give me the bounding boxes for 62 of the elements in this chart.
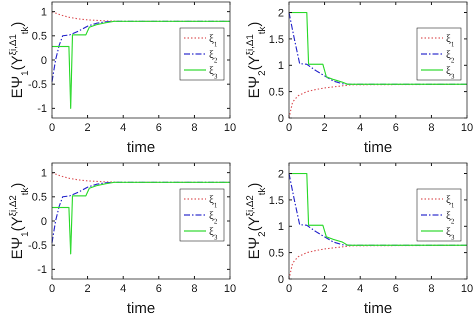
y-tick-label: -1 — [37, 264, 47, 276]
x-axis-title: time — [364, 139, 392, 156]
y-tick-label: 1.5 — [268, 194, 284, 207]
x-tick-label: 0 — [48, 122, 56, 134]
legend-label: ξ$_{2}$ — [209, 48, 218, 64]
legend-label: ξ$_{3}$ — [446, 226, 455, 242]
y-tick-label: 0 — [40, 54, 47, 67]
x-axis-title: time — [126, 300, 156, 317]
y-tick-label: 1 — [40, 168, 47, 180]
x-tick-label: 6 — [156, 283, 162, 295]
x-tick-label: 2 — [84, 283, 91, 295]
x-tick-label: 10 — [224, 122, 236, 134]
x-axis-title: time — [126, 139, 156, 156]
y-tick-label: 0.5 — [32, 30, 47, 43]
x-tick-label: 8 — [428, 283, 434, 295]
x-tick-label: 0 — [48, 283, 56, 295]
legend-label: ξ$_{1}$ — [446, 194, 455, 210]
legend-label: ξ$_{1}$ — [209, 32, 218, 48]
x-tick-label: 0 — [286, 283, 292, 295]
y-tick-label: 1.5 — [268, 34, 284, 46]
legend-label: ξ$_{1}$ — [209, 194, 218, 210]
legend-label: ξ$_{2}$ — [446, 210, 455, 226]
legend-label: ξ$_{2}$ — [209, 210, 218, 226]
legend-label: ξ$_{1}$ — [446, 32, 455, 48]
x-tick-label: 8 — [191, 122, 198, 134]
x-tick-label: 2 — [322, 283, 328, 295]
x-tick-label: 8 — [428, 122, 434, 134]
x-tick-label: 0 — [286, 122, 292, 134]
x-tick-label: 6 — [156, 122, 162, 134]
y-tick-label: 0 — [40, 216, 47, 228]
legend-label: ξ$_{2}$ — [446, 48, 455, 64]
line-series — [51, 20, 231, 109]
x-tick-label: 10 — [460, 122, 474, 134]
line-series — [51, 182, 231, 254]
x-axis-title: time — [364, 300, 392, 317]
y-tick-label: -0.5 — [28, 240, 47, 252]
x-tick-label: 2 — [84, 122, 91, 134]
y-tick-label: 1 — [278, 60, 284, 72]
y-tick-label: 0 — [278, 274, 284, 286]
y-tick-label: 1 — [40, 6, 47, 19]
y-tick-label: 0.5 — [32, 192, 47, 204]
x-tick-label: 4 — [357, 283, 364, 295]
y-tick-label: 0.5 — [268, 247, 284, 260]
y-tick-label: 2 — [278, 7, 284, 20]
x-tick-label: 6 — [392, 122, 399, 134]
x-tick-label: 2 — [322, 122, 328, 134]
legend-label: ξ$_{3}$ — [446, 64, 455, 80]
y-tick-label: 0 — [278, 112, 284, 125]
x-tick-label: 4 — [357, 122, 364, 134]
x-tick-label: 4 — [120, 283, 126, 295]
x-tick-label: 10 — [224, 283, 236, 295]
y-tick-label: 2 — [278, 168, 284, 180]
y-tick-label: 1 — [278, 221, 284, 234]
x-tick-label: 6 — [392, 283, 399, 295]
x-tick-label: 8 — [191, 283, 198, 295]
y-tick-label: 0.5 — [268, 86, 284, 98]
x-tick-label: 4 — [120, 122, 126, 134]
legend-label: ξ$_{3}$ — [209, 64, 218, 80]
legend-label: ξ$_{3}$ — [209, 226, 218, 242]
y-tick-label: -0.5 — [28, 79, 47, 92]
x-tick-label: 10 — [460, 283, 474, 295]
y-tick-label: -1 — [37, 103, 47, 116]
